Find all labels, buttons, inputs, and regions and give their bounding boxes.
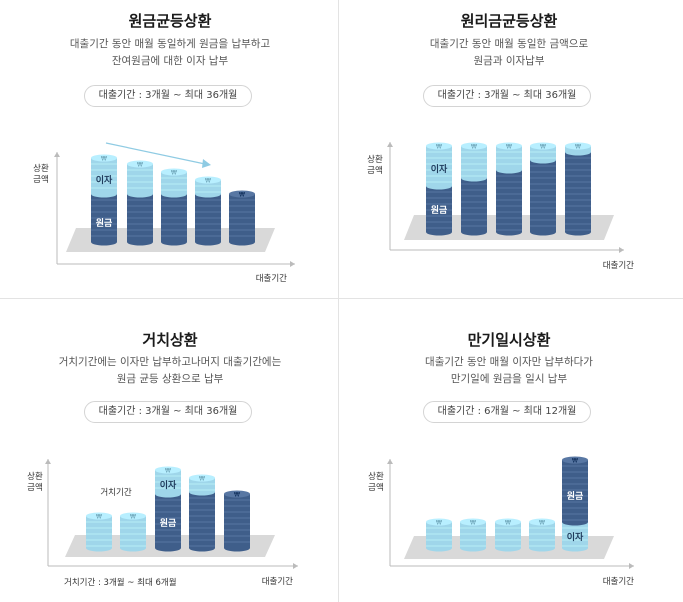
grid-divider-horizontal bbox=[0, 298, 683, 299]
x-axis-arrow-icon bbox=[629, 563, 634, 569]
principal-label: 원금 bbox=[160, 517, 177, 529]
y-axis-arrow-icon bbox=[387, 142, 393, 147]
interest-label: 이자 bbox=[431, 163, 448, 175]
svg-text:₩: ₩ bbox=[505, 520, 511, 527]
panel-equal-installment: 원리금균등상환 대출기간 동안 매월 동일한 금액으로 원금과 이자납부 대출기… bbox=[339, 0, 679, 298]
svg-text:₩: ₩ bbox=[471, 144, 477, 151]
principal-label: 원금 bbox=[96, 217, 113, 229]
y-axis-label: 상환 bbox=[33, 163, 49, 174]
panel-title: 거치상환 bbox=[142, 331, 198, 349]
loan-term-badge: 대출기간 : 3개월 ~ 최대 36개월 bbox=[84, 85, 252, 107]
panel-title: 만기일시상환 bbox=[467, 331, 551, 349]
principal-label: 원금 bbox=[567, 490, 584, 502]
svg-text:₩: ₩ bbox=[130, 514, 136, 521]
svg-text:₩: ₩ bbox=[165, 468, 171, 475]
coin-stack: ₩ bbox=[189, 474, 215, 552]
coin-stack: ₩ bbox=[426, 518, 452, 552]
svg-text:₩: ₩ bbox=[506, 144, 512, 151]
svg-text:₩: ₩ bbox=[96, 514, 102, 521]
coin-stack: ₩ bbox=[496, 142, 522, 236]
y-axis-label: 상환 bbox=[27, 471, 43, 482]
svg-text:₩: ₩ bbox=[171, 170, 177, 177]
coin-stack: ₩ bbox=[120, 512, 146, 552]
coin-stack: ₩ bbox=[229, 190, 255, 246]
panel-grace-period: 거치상환 거치기간에는 이자만 납부하고나머지 대출기간에는 원금 균등 상환으… bbox=[0, 299, 340, 597]
svg-text:₩: ₩ bbox=[572, 458, 578, 465]
loan-term-badge: 대출기간 : 6개월 ~ 최대 12개월 bbox=[423, 401, 591, 423]
x-axis-label: 대출기간 bbox=[603, 260, 634, 271]
y-axis-arrow-icon bbox=[54, 152, 60, 157]
y-axis-label: 금액 bbox=[33, 174, 49, 185]
svg-text:₩: ₩ bbox=[539, 520, 545, 527]
decreasing-trend-arrow bbox=[105, 142, 206, 165]
x-axis-label: 대출기간 bbox=[256, 273, 287, 284]
panel-title: 원금균등상환 bbox=[128, 12, 212, 30]
coin-stack: ₩ bbox=[565, 142, 591, 236]
x-axis-arrow-icon bbox=[290, 261, 295, 267]
svg-text:₩: ₩ bbox=[199, 476, 205, 483]
panel-title: 원리금균등상환 bbox=[460, 12, 558, 30]
svg-text:₩: ₩ bbox=[470, 520, 476, 527]
coin-stack: ₩ bbox=[224, 490, 250, 552]
svg-text:₩: ₩ bbox=[101, 156, 107, 163]
panel-description-line2: 잔여원금에 대한 이자 납부 bbox=[111, 55, 229, 67]
grace-period-label: 거치기간 bbox=[100, 487, 131, 498]
coin-stack: ₩ bbox=[161, 168, 187, 246]
coin-stack: ₩ bbox=[195, 176, 221, 246]
panel-description-line2: 만기일에 원금을 일시 납부 bbox=[450, 373, 568, 385]
grid-divider-vertical bbox=[338, 0, 339, 602]
coin-stack: ₩ bbox=[530, 142, 556, 236]
svg-text:₩: ₩ bbox=[540, 144, 546, 151]
panel-description-line1: 대출기간 동안 매월 동일하게 원금을 납부하고 bbox=[69, 38, 271, 50]
loan-term-badge: 대출기간 : 3개월 ~ 최대 36개월 bbox=[423, 85, 591, 107]
panel-description-line1: 대출기간 동안 매월 이자만 납부하다가 bbox=[425, 356, 593, 368]
trend-arrow-icon bbox=[202, 159, 211, 168]
x-axis-arrow-icon bbox=[293, 563, 298, 569]
coin-stack: ₩ bbox=[460, 518, 486, 552]
y-axis-label: 금액 bbox=[367, 165, 383, 176]
svg-text:₩: ₩ bbox=[436, 520, 442, 527]
coin-stack: ₩ bbox=[461, 142, 487, 236]
panel-bullet-repayment: 만기일시상환 대출기간 동안 매월 이자만 납부하다가 만기일에 원금을 일시 … bbox=[339, 299, 679, 597]
svg-text:₩: ₩ bbox=[239, 192, 245, 199]
interest-label: 이자 bbox=[160, 479, 177, 491]
grace-period-note: 거치기간 : 3개월 ~ 최대 6개월 bbox=[64, 577, 177, 588]
interest-label: 이자 bbox=[567, 531, 584, 543]
svg-text:₩: ₩ bbox=[137, 162, 143, 169]
y-axis-label: 금액 bbox=[27, 482, 43, 493]
panel-equal-principal: 원금균등상환 대출기간 동안 매월 동일하게 원금을 납부하고 잔여원금에 대한… bbox=[0, 0, 340, 298]
coin-stack: ₩ bbox=[529, 518, 555, 552]
panel-description-line1: 대출기간 동안 매월 동일한 금액으로 bbox=[429, 38, 589, 50]
x-axis-arrow-icon bbox=[619, 247, 624, 253]
y-axis-arrow-icon bbox=[387, 459, 393, 464]
y-axis-label: 상환 bbox=[367, 154, 383, 165]
loan-term-badge: 대출기간 : 3개월 ~ 최대 36개월 bbox=[84, 401, 252, 423]
svg-text:₩: ₩ bbox=[436, 144, 442, 151]
svg-text:₩: ₩ bbox=[575, 144, 581, 151]
coin-stack: ₩ bbox=[426, 142, 452, 236]
principal-label: 원금 bbox=[431, 204, 448, 216]
svg-text:₩: ₩ bbox=[205, 178, 211, 185]
x-axis-label: 대출기간 bbox=[603, 576, 634, 587]
coin-stack: ₩ bbox=[91, 154, 117, 246]
panel-description-line1: 거치기간에는 이자만 납부하고나머지 대출기간에는 bbox=[58, 356, 282, 368]
coin-stack: ₩ bbox=[86, 512, 112, 552]
y-axis-arrow-icon bbox=[45, 459, 51, 464]
x-axis-label: 대출기간 bbox=[262, 576, 293, 587]
coin-stack: ₩ bbox=[562, 456, 588, 552]
interest-label: 이자 bbox=[96, 174, 113, 186]
panel-description-line2: 원금 균등 상환으로 납부 bbox=[116, 373, 224, 385]
coin-stack: ₩ bbox=[127, 160, 153, 246]
coin-stack: ₩ bbox=[495, 518, 521, 552]
y-axis-label: 상환 bbox=[368, 471, 384, 482]
panel-description-line2: 원금과 이자납부 bbox=[473, 55, 545, 67]
coin-stack: ₩ bbox=[155, 466, 181, 552]
y-axis-label: 금액 bbox=[368, 482, 384, 493]
svg-text:₩: ₩ bbox=[234, 492, 240, 499]
